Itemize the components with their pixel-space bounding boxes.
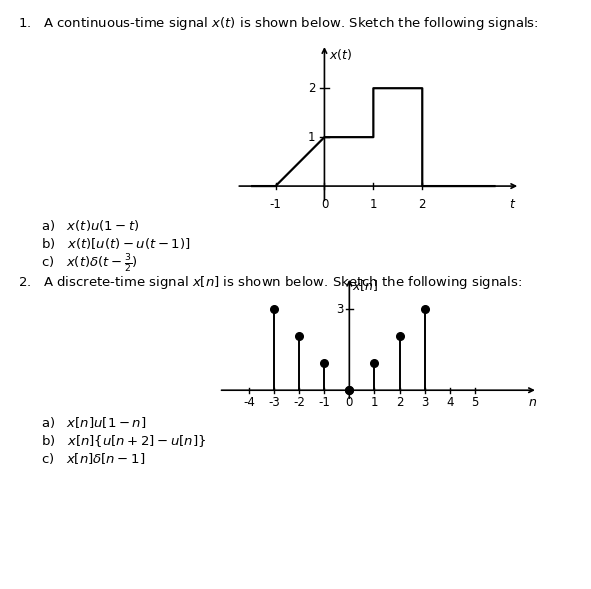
Text: 5: 5	[471, 396, 479, 409]
Text: -3: -3	[268, 396, 280, 409]
Text: $t$: $t$	[509, 198, 517, 211]
Text: 0: 0	[321, 198, 328, 211]
Text: 3: 3	[336, 303, 343, 316]
Text: $x[n]$: $x[n]$	[352, 278, 379, 293]
Text: $x(t)$: $x(t)$	[329, 47, 353, 62]
Text: a)   $x(t)u(1-t)$: a) $x(t)u(1-t)$	[41, 218, 140, 233]
Text: 1.   A continuous-time signal $x(t)$ is shown below. Sketch the following signal: 1. A continuous-time signal $x(t)$ is sh…	[18, 15, 538, 32]
Text: c)   $x(t)\delta(t - \frac{3}{2})$: c) $x(t)\delta(t - \frac{3}{2})$	[41, 253, 138, 276]
Text: 0: 0	[346, 396, 353, 409]
Text: 2: 2	[308, 82, 316, 95]
Text: c)   $x[n]\delta[n-1]$: c) $x[n]\delta[n-1]$	[41, 451, 145, 465]
Text: 1: 1	[369, 198, 377, 211]
Text: a)   $x[n]u[1-n]$: a) $x[n]u[1-n]$	[41, 415, 147, 430]
Text: 4: 4	[446, 396, 454, 409]
Text: b)   $x(t)[u(t) - u(t-1)]$: b) $x(t)[u(t) - u(t-1)]$	[41, 236, 191, 250]
Text: -4: -4	[243, 396, 255, 409]
Text: 3: 3	[421, 396, 428, 409]
Text: $n$: $n$	[528, 396, 537, 409]
Text: 2.   A discrete-time signal $x[n]$ is shown below. Sketch the following signals:: 2. A discrete-time signal $x[n]$ is show…	[18, 274, 522, 291]
Text: 1: 1	[308, 131, 316, 144]
Text: 2: 2	[396, 396, 403, 409]
Text: 1: 1	[371, 396, 378, 409]
Text: -1: -1	[319, 396, 330, 409]
Text: -1: -1	[269, 198, 281, 211]
Text: -2: -2	[293, 396, 305, 409]
Text: b)   $x[n]\{u[n+2] - u[n]\}$: b) $x[n]\{u[n+2] - u[n]\}$	[41, 433, 207, 449]
Text: 2: 2	[418, 198, 426, 211]
